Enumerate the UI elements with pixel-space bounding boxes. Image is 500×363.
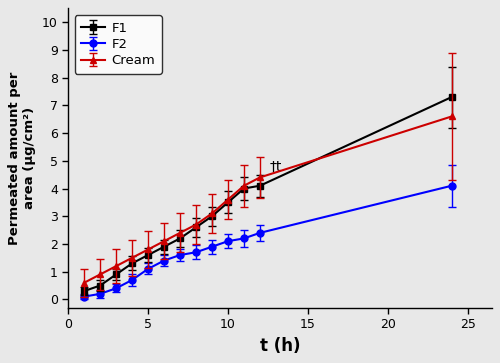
X-axis label: t (h): t (h)	[260, 337, 300, 355]
Text: †t: †t	[270, 159, 282, 174]
Y-axis label: Permeated amount per
area (μg/cm²): Permeated amount per area (μg/cm²)	[8, 71, 36, 245]
Legend: F1, F2, Cream: F1, F2, Cream	[75, 15, 162, 74]
